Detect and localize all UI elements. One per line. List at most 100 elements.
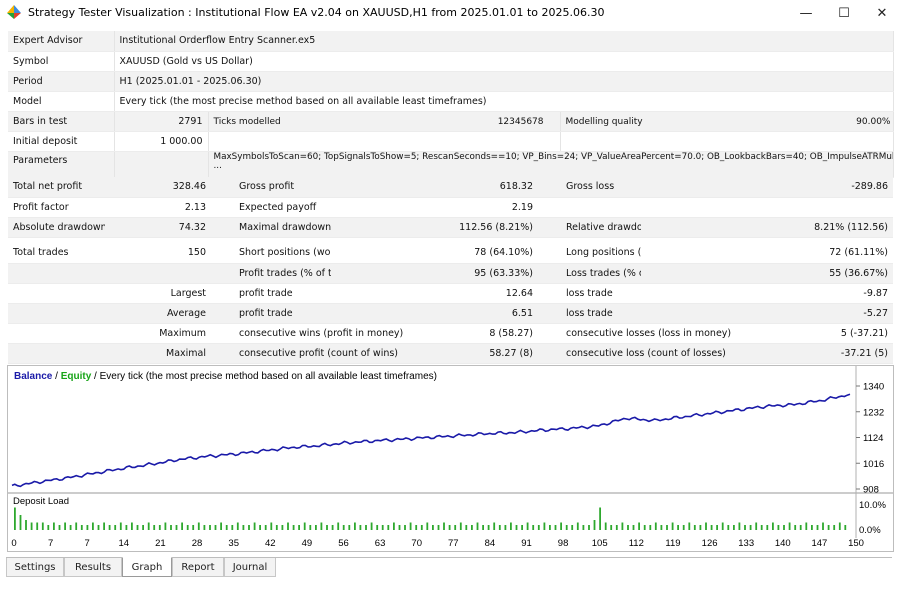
tab-journal[interactable]: Journal [224, 558, 276, 577]
deposit-load-bar [58, 525, 61, 530]
x-tick-label: 63 [375, 538, 386, 549]
deposit-load-bar [404, 525, 406, 530]
deposit-load-bar [727, 525, 730, 530]
x-tick-label: 49 [302, 538, 313, 549]
y-tick-label: 1340 [863, 382, 884, 393]
deposit-load-bar [766, 525, 769, 530]
close-button[interactable]: ✕ [876, 5, 888, 21]
deposit-load-bar [498, 525, 501, 530]
maximal-loss-label: consecutive loss (count of losses) [538, 343, 726, 364]
deposit-load-bar [326, 525, 328, 530]
max-drawdown-label: Maximal drawdown [211, 217, 331, 238]
deposit-load-bar [376, 525, 379, 530]
minimize-button[interactable]: — [799, 5, 813, 21]
tester-tabs: Settings Results Graph Report Journal [6, 557, 892, 577]
deposit-load-bar [459, 522, 462, 530]
params-label: Parameters [8, 151, 115, 178]
deposit-load-bar [309, 525, 312, 530]
deposit-load-bar [259, 525, 261, 530]
deposit-load-bar [716, 525, 718, 530]
abs-drawdown-label: Absolute drawdown [8, 217, 105, 238]
deposit-load-bar [504, 525, 507, 530]
bars-value: 2791 [114, 111, 209, 132]
deposit-load-bar [119, 522, 122, 530]
deposit-load-bar [844, 525, 847, 530]
deposit-load-bar [69, 525, 72, 530]
deposit-load-bar [777, 525, 780, 530]
long-positions-value: 72 (61.11%) [641, 243, 893, 264]
deposit-load-bar [772, 522, 774, 530]
deposit-load-bar [666, 525, 668, 530]
deposit-load-bar [811, 525, 813, 530]
params-line-2: ... [213, 160, 222, 171]
window-title: Strategy Tester Visualization : Institut… [28, 6, 605, 19]
deposit-load-bar [454, 525, 457, 530]
deposit-load-bar [242, 525, 245, 530]
deposit-load-bar [47, 525, 50, 530]
deposit-load-label: Deposit Load [13, 496, 69, 507]
deposit-load-bar [214, 525, 217, 530]
deposit-load-bar [393, 522, 395, 530]
deposit-load-bar [794, 525, 797, 530]
short-positions-value: 78 (64.10%) [331, 243, 538, 264]
average-profit-value: 6.51 [331, 303, 538, 324]
deposit-load-bar [649, 525, 652, 530]
deposit-load-bar [142, 525, 144, 530]
deposit-load-bar [53, 522, 55, 530]
largest-label: Largest [105, 283, 211, 304]
report-panel: Expert Advisor Institutional Orderflow E… [8, 31, 894, 365]
deposit-load-bar [827, 525, 830, 530]
deposit-load-bar [621, 522, 624, 530]
deposit-label: Initial deposit [8, 131, 115, 152]
maximize-button[interactable]: ☐ [838, 5, 850, 21]
deposit-load-bar [838, 522, 841, 530]
legend-balance: Balance [14, 371, 53, 382]
app-logo-icon [7, 5, 21, 19]
rel-drawdown-value: 8.21% (112.56) [641, 217, 893, 238]
max-losses-label: consecutive losses (loss in money) [538, 323, 731, 344]
deposit-load-bar [30, 522, 33, 530]
loss-trades-label: Loss trades (% of total) [538, 263, 641, 284]
deposit-load-bar [426, 522, 429, 530]
tab-graph[interactable]: Graph [122, 557, 172, 577]
deposit-load-bar [749, 525, 752, 530]
x-tick-label: 7 [48, 538, 53, 549]
deposit-load-bar [25, 520, 27, 530]
deposit-load-bar [799, 525, 802, 530]
deposit-load-bar [19, 515, 22, 530]
deposit-load-bar [359, 525, 362, 530]
total-trades-label: Total trades [8, 243, 105, 264]
long-positions-label: Long positions (won %) [538, 243, 641, 264]
net-profit-label: Total net profit [8, 177, 105, 198]
deposit-load-bar [331, 525, 334, 530]
deposit-load-bar [125, 525, 128, 530]
tab-results[interactable]: Results [64, 558, 122, 577]
average-loss-value: -5.27 [641, 303, 893, 324]
deposit-load-bar [476, 522, 479, 530]
deposit-load-bar [632, 525, 635, 530]
abs-drawdown-value: 74.32 [105, 217, 211, 238]
stats-table: Total net profit 328.46 Gross profit 618… [8, 177, 893, 364]
deposit-load-bar [448, 525, 451, 530]
maximum-label: Maximum [105, 323, 211, 344]
tab-report[interactable]: Report [172, 558, 224, 577]
tab-settings[interactable]: Settings [6, 558, 64, 577]
deposit-load-bar [733, 525, 735, 530]
deposit-load-bar [153, 525, 156, 530]
deposit-load-bar [275, 525, 278, 530]
deposit-load-bar [36, 522, 39, 530]
deposit-load-bar [549, 525, 551, 530]
x-tick-label: 28 [192, 538, 203, 549]
deposit-load-bar [744, 525, 746, 530]
deposit-load-bar [543, 522, 546, 530]
title-bar: Strategy Tester Visualization : Institut… [0, 0, 900, 26]
legend-model: / Every tick (the most precise method ba… [91, 371, 437, 382]
profit-factor-label: Profit factor [8, 197, 105, 218]
y-tick-label: 1016 [863, 459, 884, 470]
deposit-load-bar [231, 525, 234, 530]
deposit-load-bar [264, 525, 267, 530]
x-tick-label: 14 [119, 538, 130, 549]
deposit-load-bar [671, 522, 674, 530]
deposit-load-bar [287, 522, 289, 530]
deposit-load-bar [197, 522, 200, 530]
